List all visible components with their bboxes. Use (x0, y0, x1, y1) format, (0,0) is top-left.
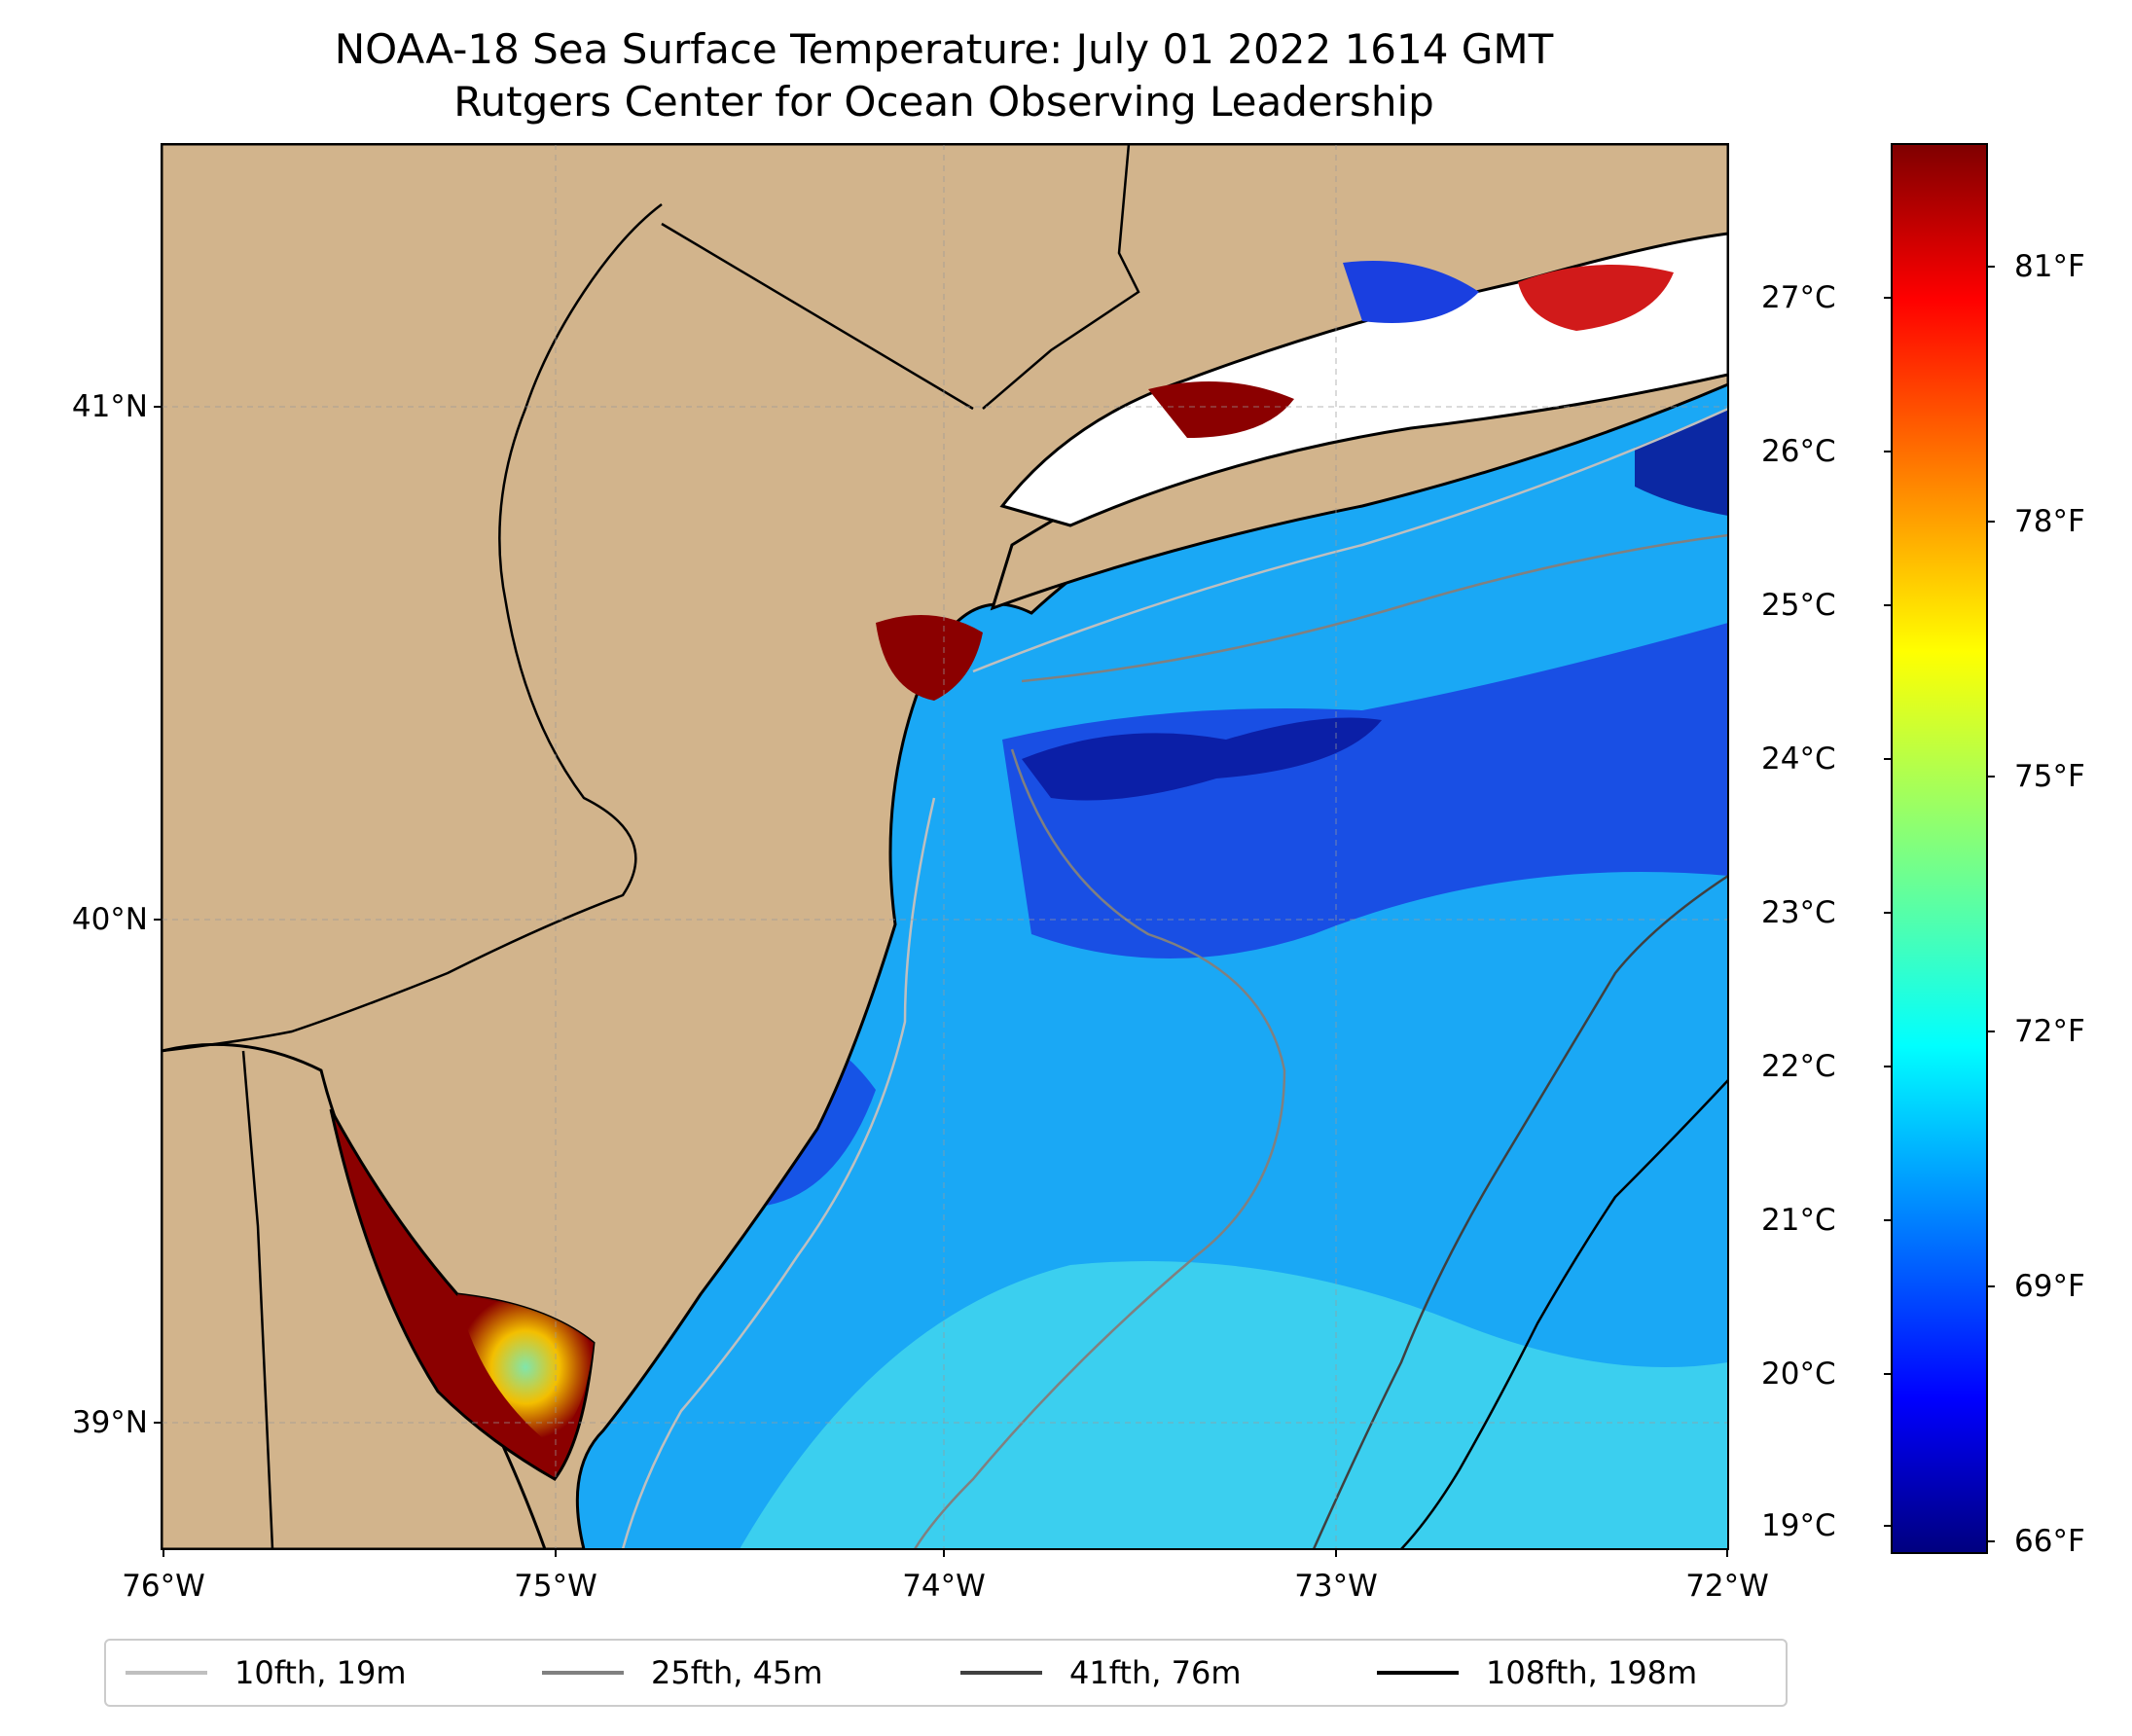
legend-swatch (1377, 1671, 1459, 1675)
lat-tick-label: 41°N (71, 389, 148, 424)
sound-cold-patch (1343, 261, 1479, 323)
colorbar-fahrenheit-label: 69°F (2014, 1269, 2085, 1304)
figure-title: NOAA-18 Sea Surface Temperature: July 01… (334, 25, 1554, 73)
legend-label: 10fth, 19m (235, 1654, 407, 1691)
state-boundary-nj-pa (162, 203, 663, 1053)
legend-label: 41fth, 76m (1069, 1654, 1242, 1691)
colorbar-celsius-label: 21°C (1761, 1203, 1836, 1238)
sst-warm-southern (740, 1261, 1728, 1549)
contour-108fth (1400, 1079, 1728, 1549)
contour-legend: 10fth, 19m 25fth, 45m 41fth, 76m 108fth,… (104, 1639, 1788, 1707)
contour-41fth (1312, 874, 1728, 1549)
sst-cold-core (1022, 717, 1382, 801)
colorbar-celsius-ticks (1884, 297, 1892, 1527)
legend-entry-108fth: 108fth, 198m (1377, 1641, 1697, 1705)
colorbar-fahrenheit-label: 75°F (2014, 759, 2085, 794)
colorbar-fahrenheit-label: 72°F (2014, 1014, 2085, 1049)
legend-label: 108fth, 198m (1486, 1654, 1698, 1691)
state-boundary-ny-nj (661, 222, 974, 411)
legend-label: 25fth, 45m (651, 1654, 823, 1691)
lon-tick-label: 74°W (902, 1569, 986, 1604)
legend-entry-25fth: 25fth, 45m (542, 1641, 822, 1705)
colorbar-fahrenheit-label: 66°F (2014, 1524, 2085, 1559)
state-boundary-ny-ct (982, 144, 1140, 410)
colorbar-celsius-label: 23°C (1761, 895, 1836, 930)
colorbar-fahrenheit-label: 81°F (2014, 249, 2085, 284)
colorbar-celsius-label: 22°C (1761, 1049, 1836, 1084)
delaware-bay-warm (457, 1294, 594, 1440)
contour-25fth (913, 533, 1728, 1549)
lat-ticks (154, 406, 162, 1424)
colorbar-celsius-label: 27°C (1761, 280, 1836, 315)
gridlines (162, 144, 1728, 1549)
colorbar (1891, 143, 1988, 1554)
colorbar-celsius-label: 24°C (1761, 741, 1836, 777)
legend-swatch (542, 1671, 624, 1675)
legend-swatch (126, 1671, 207, 1675)
colorbar-celsius-label: 26°C (1761, 434, 1836, 469)
legend-entry-41fth: 41fth, 76m (960, 1641, 1241, 1705)
figure-subtitle: Rutgers Center for Ocean Observing Leade… (453, 78, 1434, 126)
colorbar-fahrenheit-ticks (1987, 266, 1995, 1542)
sst-cool-band (1002, 623, 1728, 958)
legend-entry-10fth: 10fth, 19m (126, 1641, 406, 1705)
lon-tick-label: 73°W (1294, 1569, 1378, 1604)
raritan-bay (876, 615, 983, 701)
contour-10fth (621, 407, 1728, 1549)
lat-tick-label: 39°N (71, 1405, 148, 1440)
lon-tick-label: 72°W (1685, 1569, 1769, 1604)
legend-swatch (960, 1671, 1042, 1675)
state-boundary-de-md (241, 1050, 274, 1549)
lon-tick-label: 76°W (122, 1569, 205, 1604)
colorbar-celsius-label: 25°C (1761, 588, 1836, 623)
lon-ticks (163, 1549, 1728, 1557)
map-plot-area (162, 144, 1728, 1549)
sound-warm-east (1518, 265, 1674, 331)
lat-tick-label: 40°N (71, 902, 148, 937)
colorbar-celsius-label: 20°C (1761, 1356, 1836, 1392)
sound-warm-patch (1148, 381, 1294, 438)
colorbar-celsius-label: 19°C (1761, 1508, 1836, 1543)
colorbar-fahrenheit-label: 78°F (2014, 504, 2085, 539)
sst-ne-cold (1635, 409, 1728, 516)
lon-tick-label: 75°W (514, 1569, 597, 1604)
